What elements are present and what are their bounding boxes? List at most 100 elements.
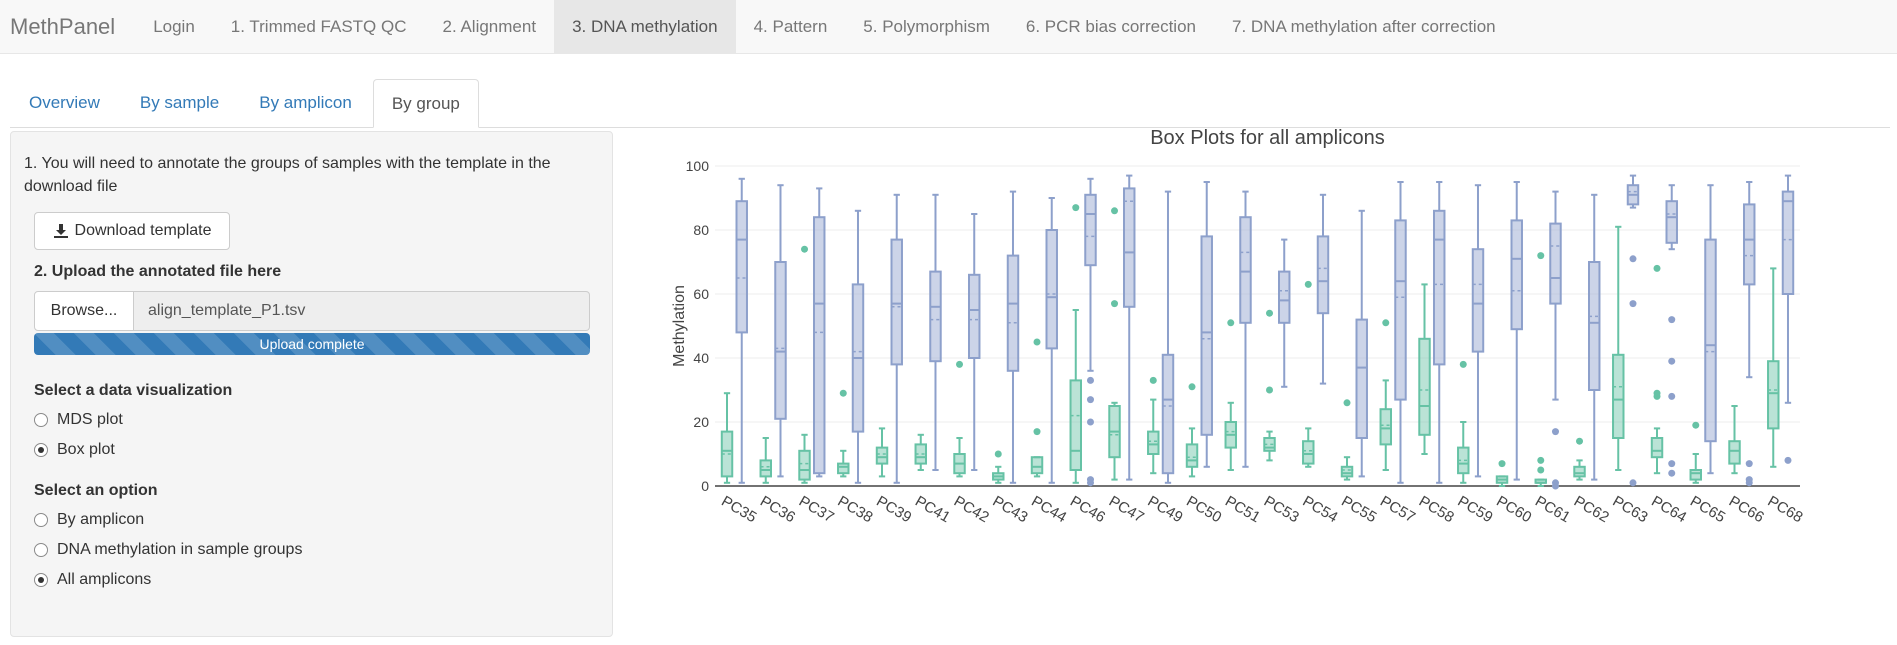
box-group-A (875, 446, 889, 465)
y-tick-label: 20 (693, 414, 709, 430)
radio-box-plot[interactable]: Box plot (34, 441, 115, 459)
radio-circle[interactable] (34, 443, 48, 457)
radio-circle[interactable] (34, 573, 48, 587)
box-group-A (1185, 443, 1199, 468)
tab-overview[interactable]: Overview (29, 93, 100, 112)
box-plot-area: Box Plots for all amplicons 0 20 40 60 80 100 M… (640, 118, 1897, 548)
x-tick-label: PC42 (951, 493, 992, 526)
radio-circle[interactable] (34, 513, 48, 527)
box-outlier (1668, 357, 1676, 365)
box-group-A (837, 462, 850, 475)
radio-all-amplicons[interactable]: All amplicons (34, 571, 151, 589)
nav-item-pcr-bias-correction[interactable]: 6. PCR bias correction (1025, 16, 1196, 36)
browse-button[interactable]: Browse... (34, 291, 134, 331)
box-outlier (1086, 418, 1094, 426)
radio-sample-groups[interactable]: DNA methylation in sample groups (34, 541, 302, 559)
nav-item-dna-methylation[interactable]: 3. DNA methylation (554, 0, 736, 53)
x-tick-label: PC65 (1687, 493, 1728, 526)
box-outlier (1343, 399, 1351, 407)
radio-label: By amplicon (57, 511, 145, 528)
nav-item-alignment[interactable]: 2. Alignment (442, 16, 537, 36)
nav-item-polymorphism[interactable]: 5. Polymorphism (863, 16, 990, 36)
box-group-A (1573, 465, 1586, 478)
x-tick-label: PC54 (1300, 493, 1341, 526)
x-tick-label: PC50 (1183, 493, 1224, 526)
box-outlier (839, 389, 847, 397)
box-outlier (1745, 476, 1753, 484)
box-outlier (1668, 316, 1676, 324)
radio-label: All amplicons (57, 571, 152, 588)
x-tick-label: PC63 (1610, 493, 1651, 526)
box-group-A (1069, 379, 1082, 471)
box-group-A (1379, 408, 1392, 446)
nav-item-login[interactable]: Login (153, 16, 195, 36)
y-tick-label: 60 (693, 286, 709, 302)
box-group-A (1418, 337, 1431, 436)
x-tick-label: PC51 (1222, 493, 1263, 526)
box-group-B (1588, 261, 1601, 391)
box-group-B (1045, 229, 1058, 350)
box-group-B (735, 200, 748, 334)
box-outlier (1033, 428, 1041, 436)
x-tick-label: PC55 (1338, 493, 1379, 526)
box-group-B (1433, 209, 1446, 366)
box-outlier (1537, 466, 1545, 474)
box-outlier (1266, 309, 1274, 317)
box-outlier (1086, 376, 1094, 384)
radio-mds-plot[interactable]: MDS plot (34, 411, 123, 429)
box-group-B (774, 261, 787, 420)
box-outlier (1086, 396, 1094, 404)
download-template-button[interactable]: Download template (34, 212, 230, 250)
box-group-B (890, 238, 903, 366)
box-outlier (1784, 456, 1792, 464)
box-outlier (1537, 456, 1545, 464)
chart-title: Box Plots for all amplicons (1150, 127, 1385, 149)
x-tick-label: PC47 (1106, 493, 1147, 526)
box-group-B (1200, 235, 1213, 436)
x-tick-label: PC37 (796, 493, 837, 526)
tab-by-group[interactable]: By group (372, 79, 479, 128)
radio-circle[interactable] (34, 543, 48, 557)
file-name-field[interactable]: align_template_P1.tsv (134, 291, 590, 331)
box-outlier (1227, 319, 1235, 327)
x-tick-label: PC68 (1765, 493, 1806, 526)
upload-label: 2. Upload the annotated file here (34, 263, 282, 280)
brand-logo[interactable]: MethPanel (10, 13, 116, 39)
y-tick-label: 40 (693, 350, 709, 366)
radio-circle[interactable] (34, 413, 48, 427)
top-navbar: MethPanel Login 1. Trimmed FASTQ QC 2. A… (0, 0, 1897, 54)
tab-by-amplicon[interactable]: By amplicon (259, 93, 352, 112)
box-group-A (1689, 469, 1702, 481)
x-tick-label: PC35 (718, 493, 759, 526)
x-tick-label: PC43 (990, 493, 1031, 526)
box-outlier (1668, 469, 1676, 477)
download-template-label: Download template (74, 222, 212, 239)
box-group-B (929, 270, 942, 363)
box-group-A (1030, 456, 1044, 475)
box-group-B (1510, 219, 1523, 331)
nav-item-trimmed-fastq-qc[interactable]: 1. Trimmed FASTQ QC (230, 16, 407, 36)
x-tick-label: PC46 (1067, 493, 1108, 526)
tab-by-sample[interactable]: By sample (139, 93, 220, 112)
box-group-B (1239, 216, 1252, 324)
x-tick-label: PC49 (1145, 493, 1186, 526)
radio-label: MDS plot (57, 411, 123, 428)
box-outlier (1149, 376, 1157, 384)
x-tick-label: PC53 (1261, 493, 1302, 526)
box-outlier (1266, 386, 1274, 394)
nav-item-pattern[interactable]: 4. Pattern (753, 16, 828, 36)
nav-item-methylation-after-correction[interactable]: 7. DNA methylation after correction (1231, 16, 1496, 36)
box-outlier (1033, 338, 1041, 346)
y-tick-label: 100 (686, 158, 710, 174)
box-outlier (1668, 392, 1676, 400)
box-outlier (1498, 460, 1506, 468)
box-group-B (1006, 254, 1020, 372)
box-group-A (798, 449, 811, 481)
box-outlier (1072, 204, 1080, 212)
box-plot-chart: Box Plots for all amplicons 0 20 40 60 80 100 M… (671, 127, 1806, 526)
box-group-B (1355, 318, 1368, 440)
box-outlier (1653, 264, 1661, 272)
x-tick-label: PC38 (835, 493, 876, 526)
radio-by-amplicon[interactable]: By amplicon (34, 511, 144, 529)
box-outlier (1111, 207, 1119, 215)
